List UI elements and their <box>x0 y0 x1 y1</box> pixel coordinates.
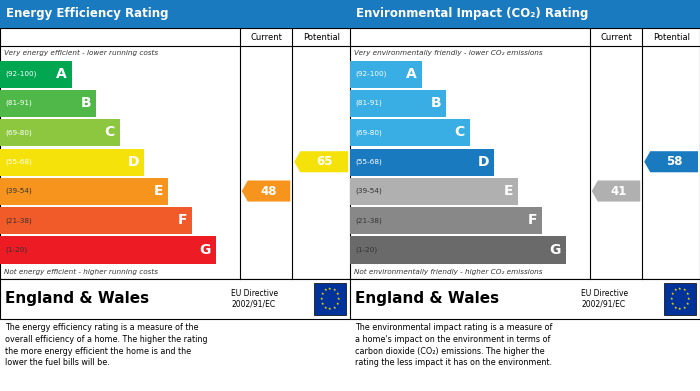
Text: Not energy efficient - higher running costs: Not energy efficient - higher running co… <box>4 269 158 275</box>
Text: Not environmentally friendly - higher CO₂ emissions: Not environmentally friendly - higher CO… <box>354 269 542 275</box>
Text: The environmental impact rating is a measure of
a home's impact on the environme: The environmental impact rating is a mea… <box>355 323 552 368</box>
Bar <box>350 279 700 319</box>
Text: ★: ★ <box>678 307 682 311</box>
Text: (1-20): (1-20) <box>355 246 377 253</box>
Bar <box>0 207 192 234</box>
Text: 41: 41 <box>611 185 627 197</box>
Text: ★: ★ <box>328 307 332 311</box>
Bar <box>0 149 144 176</box>
Bar <box>664 283 696 315</box>
Text: The energy efficiency rating is a measure of the
overall efficiency of a home. T: The energy efficiency rating is a measur… <box>5 323 207 368</box>
Bar <box>350 90 446 117</box>
Text: Environmental Impact (CO₂) Rating: Environmental Impact (CO₂) Rating <box>356 7 589 20</box>
Text: (55-68): (55-68) <box>355 158 382 165</box>
Text: England & Wales: England & Wales <box>5 292 149 307</box>
Polygon shape <box>592 181 640 202</box>
Text: (21-38): (21-38) <box>5 217 32 224</box>
Text: B: B <box>430 96 441 110</box>
Bar <box>0 0 350 28</box>
Text: 48: 48 <box>260 185 277 197</box>
Text: ★: ★ <box>337 297 341 301</box>
Bar <box>0 61 72 88</box>
Text: 58: 58 <box>666 155 682 168</box>
Bar <box>350 61 422 88</box>
Text: ★: ★ <box>324 288 328 292</box>
Text: 65: 65 <box>316 155 332 168</box>
Text: D: D <box>477 155 489 169</box>
Text: A: A <box>406 67 417 81</box>
Bar <box>0 119 120 146</box>
Bar <box>350 0 700 28</box>
Text: ★: ★ <box>686 292 690 296</box>
Bar <box>350 178 518 205</box>
Text: G: G <box>199 242 211 256</box>
Bar <box>0 279 350 319</box>
Bar <box>314 283 346 315</box>
Text: EU Directive
2002/91/EC: EU Directive 2002/91/EC <box>231 289 278 309</box>
Text: D: D <box>127 155 139 169</box>
Text: E: E <box>503 184 513 198</box>
Polygon shape <box>241 181 290 202</box>
Text: (81-91): (81-91) <box>355 100 382 106</box>
Text: Current: Current <box>600 32 632 41</box>
Text: ★: ★ <box>671 292 674 296</box>
Text: F: F <box>527 213 537 227</box>
Text: ★: ★ <box>332 306 336 310</box>
Bar <box>350 207 542 234</box>
Text: ★: ★ <box>336 292 340 296</box>
Bar <box>350 119 470 146</box>
Text: B: B <box>80 96 91 110</box>
Text: ★: ★ <box>674 306 678 310</box>
Bar <box>0 28 350 279</box>
Text: (39-54): (39-54) <box>355 188 382 194</box>
Text: ★: ★ <box>686 302 690 306</box>
Polygon shape <box>644 151 698 172</box>
Text: (92-100): (92-100) <box>5 71 36 77</box>
Text: ★: ★ <box>669 297 673 301</box>
Bar <box>350 28 700 279</box>
Text: ★: ★ <box>682 306 686 310</box>
Text: ★: ★ <box>682 288 686 292</box>
Bar <box>0 178 168 205</box>
Text: ★: ★ <box>319 297 323 301</box>
Text: (69-80): (69-80) <box>5 129 32 136</box>
Text: (1-20): (1-20) <box>5 246 27 253</box>
Text: A: A <box>56 67 67 81</box>
Text: (55-68): (55-68) <box>5 158 32 165</box>
Bar <box>0 237 216 264</box>
Text: EU Directive
2002/91/EC: EU Directive 2002/91/EC <box>581 289 628 309</box>
Text: Potential: Potential <box>302 32 340 41</box>
Text: England & Wales: England & Wales <box>355 292 499 307</box>
Text: G: G <box>550 242 561 256</box>
Text: Current: Current <box>250 32 282 41</box>
Text: Energy Efficiency Rating: Energy Efficiency Rating <box>6 7 169 20</box>
Text: Very energy efficient - lower running costs: Very energy efficient - lower running co… <box>4 50 158 56</box>
Text: ★: ★ <box>321 302 324 306</box>
Text: C: C <box>454 126 465 140</box>
Text: (92-100): (92-100) <box>355 71 386 77</box>
Text: ★: ★ <box>674 288 678 292</box>
Polygon shape <box>294 151 348 172</box>
Text: ★: ★ <box>321 292 324 296</box>
Text: (69-80): (69-80) <box>355 129 382 136</box>
Text: Potential: Potential <box>652 32 690 41</box>
Text: ★: ★ <box>328 287 332 291</box>
Text: (39-54): (39-54) <box>5 188 32 194</box>
Text: F: F <box>177 213 187 227</box>
Text: ★: ★ <box>324 306 328 310</box>
Text: E: E <box>153 184 163 198</box>
Text: ★: ★ <box>687 297 691 301</box>
Text: (21-38): (21-38) <box>355 217 382 224</box>
Bar <box>0 90 96 117</box>
Bar <box>350 149 494 176</box>
Text: C: C <box>104 126 115 140</box>
Text: (81-91): (81-91) <box>5 100 32 106</box>
Bar <box>350 237 566 264</box>
Text: ★: ★ <box>678 287 682 291</box>
Text: ★: ★ <box>336 302 340 306</box>
Text: ★: ★ <box>332 288 336 292</box>
Text: Very environmentally friendly - lower CO₂ emissions: Very environmentally friendly - lower CO… <box>354 50 542 56</box>
Text: ★: ★ <box>671 302 674 306</box>
